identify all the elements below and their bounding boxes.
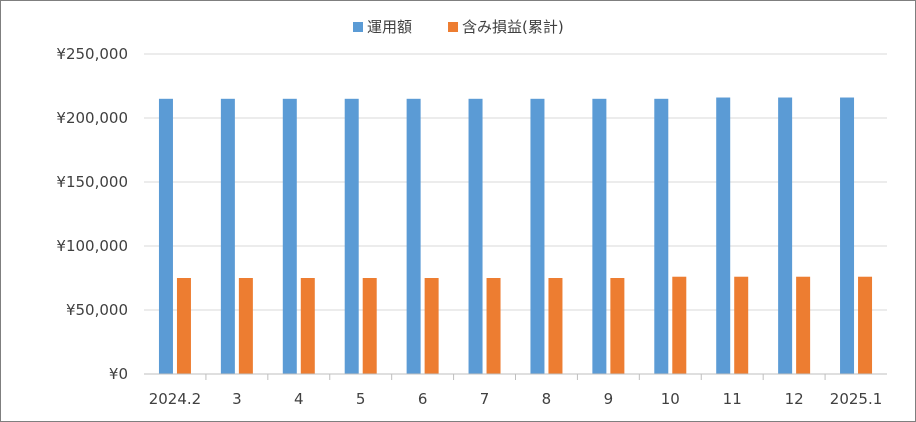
bar-amount-10: [778, 97, 793, 375]
bar-pnl-1: [238, 278, 253, 374]
y-tick-label: ¥150,000: [56, 173, 128, 191]
bar-amount-7: [592, 98, 607, 375]
x-tick-label: 7: [480, 390, 490, 408]
legend-swatch: [353, 22, 363, 32]
gridlines: [144, 53, 887, 311]
x-tick-label: 6: [418, 390, 428, 408]
legend-label: 含み損益(累計): [462, 18, 564, 36]
x-tick-label: 2024.2: [149, 390, 202, 408]
bar-amount-3: [344, 98, 359, 375]
x-tick-label: 10: [661, 390, 680, 408]
legend-swatch: [448, 22, 459, 32]
bar-pnl-9: [734, 276, 749, 374]
bar-amount-4: [406, 98, 421, 375]
bar-pnl-0: [176, 278, 191, 374]
x-tick-label: 2025.1: [830, 390, 883, 408]
x-tick-label: 9: [604, 390, 614, 408]
bar-pnl-5: [486, 278, 501, 374]
legend-label: 運用額: [367, 18, 412, 36]
bar-amount-1: [220, 98, 235, 375]
x-tick-label: 3: [232, 390, 242, 408]
bar-amount-8: [654, 98, 669, 375]
x-tick-label: 5: [356, 390, 366, 408]
y-tick-label: ¥0: [109, 365, 128, 383]
bar-pnl-8: [672, 276, 687, 374]
bar-amount-5: [468, 98, 483, 375]
bar-pnl-4: [424, 278, 439, 374]
x-axis: 2024.2 3 4 5 6 7 8 9 10 11 12 2025.1: [144, 373, 887, 408]
bar-pnl-11: [858, 276, 873, 374]
bar-amount-2: [282, 98, 297, 375]
bars: [158, 97, 873, 375]
y-axis: ¥0 ¥50,000 ¥100,000 ¥150,000 ¥200,000 ¥250,00…: [56, 45, 128, 383]
bar-pnl-7: [610, 278, 625, 374]
x-tick-label: 12: [785, 390, 804, 408]
y-tick-label: ¥200,000: [56, 109, 128, 127]
bar-pnl-10: [796, 276, 811, 374]
x-tick-label: 8: [542, 390, 552, 408]
bar-pnl-6: [548, 278, 563, 374]
bar-amount-9: [716, 97, 731, 375]
bar-pnl-3: [362, 278, 377, 374]
y-tick-label: ¥100,000: [56, 237, 128, 255]
bar-amount-11: [840, 97, 855, 375]
bar-amount-6: [530, 98, 545, 375]
x-tick-label: 4: [294, 390, 304, 408]
y-tick-label: ¥250,000: [56, 45, 128, 63]
legend: 運用額 含み損益(累計): [353, 18, 564, 36]
y-tick-label: ¥50,000: [66, 301, 128, 319]
bar-pnl-2: [300, 278, 315, 374]
bar-amount-0: [158, 98, 173, 375]
x-tick-label: 11: [723, 390, 742, 408]
